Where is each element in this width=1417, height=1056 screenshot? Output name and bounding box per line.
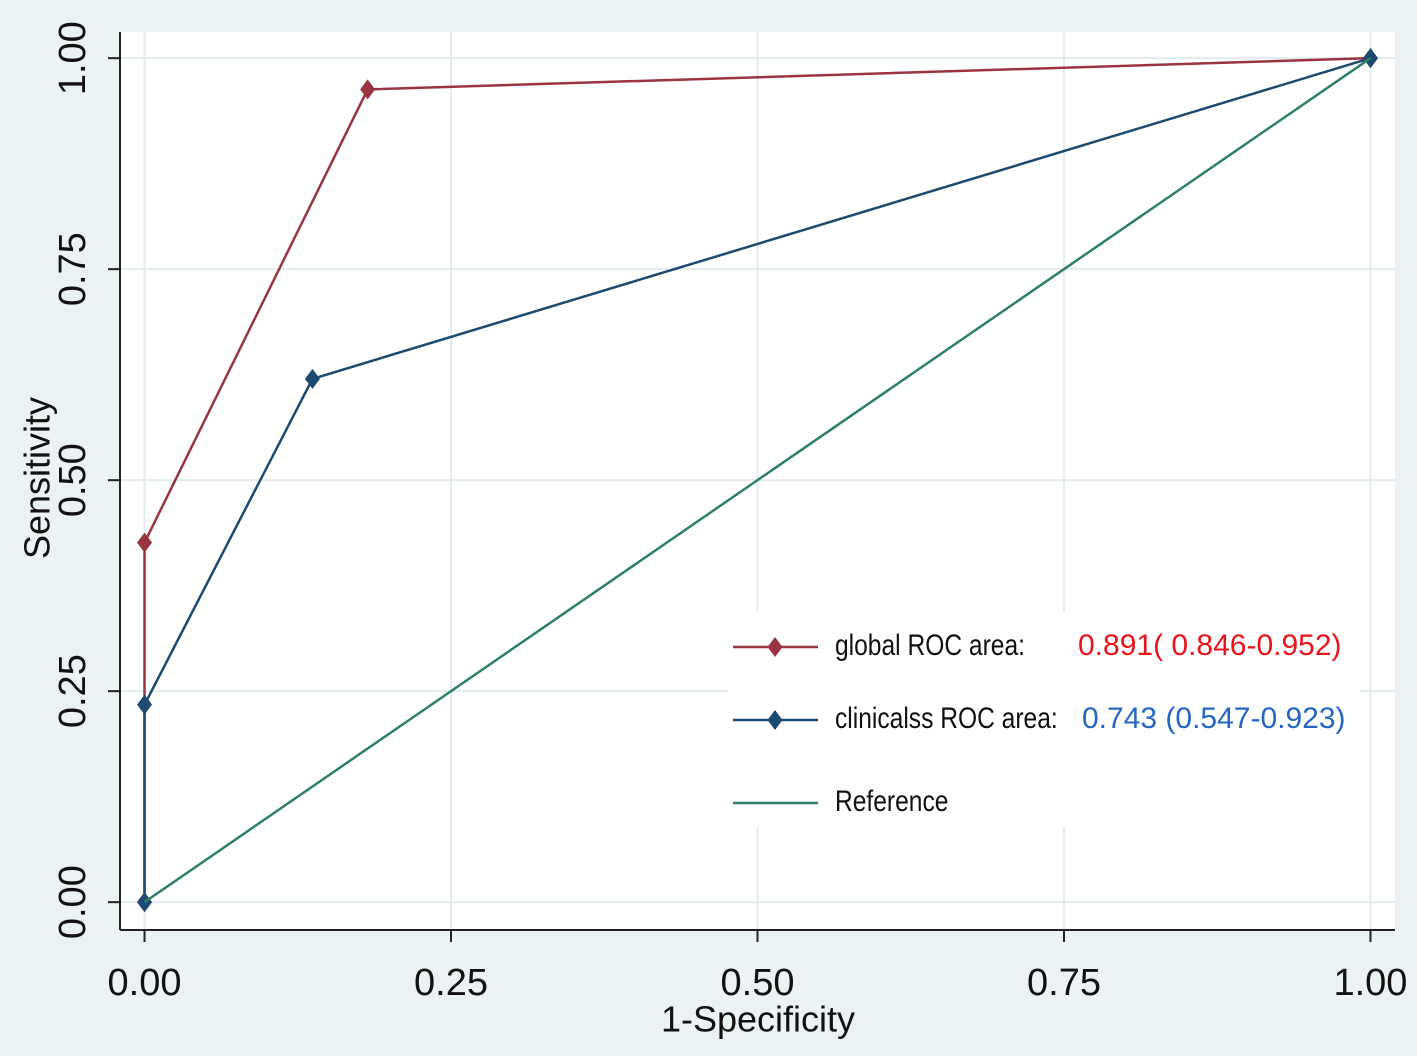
legend-marker <box>767 710 783 730</box>
y-tick-label: 0.75 <box>52 232 94 306</box>
x-tick-label: 0.50 <box>721 962 795 1004</box>
x-axis-title: 1-Specificity <box>661 999 855 1040</box>
legend-label: global ROC area: <box>835 628 1025 662</box>
x-tick-label: 0.00 <box>108 962 182 1004</box>
point-marker <box>360 79 376 100</box>
series-line <box>143 56 1371 903</box>
y-tick-label: 0.50 <box>52 443 94 517</box>
x-tick-label: 1.00 <box>1333 962 1407 1004</box>
legend-label: Reference <box>835 784 948 818</box>
y-axis-title: Sensitivity <box>17 397 58 559</box>
series-line <box>143 57 1372 904</box>
legend-annotation: 0.743 (0.547-0.923) <box>1082 702 1346 735</box>
x-tick-label: 0.75 <box>1027 962 1101 1004</box>
legend-box <box>728 612 1360 827</box>
point-marker <box>137 532 153 553</box>
legend-annotation: 0.891( 0.846-0.952) <box>1078 629 1342 662</box>
y-tick-label: 0.00 <box>52 865 94 939</box>
y-tick-label: 0.25 <box>52 654 94 728</box>
point-marker <box>137 694 153 715</box>
x-tick-label: 0.25 <box>414 962 488 1004</box>
legend-marker <box>767 637 783 657</box>
legend-label: clinicalss ROC area: <box>835 701 1058 735</box>
y-tick-label: 1.00 <box>52 21 94 95</box>
point-marker <box>304 368 320 389</box>
